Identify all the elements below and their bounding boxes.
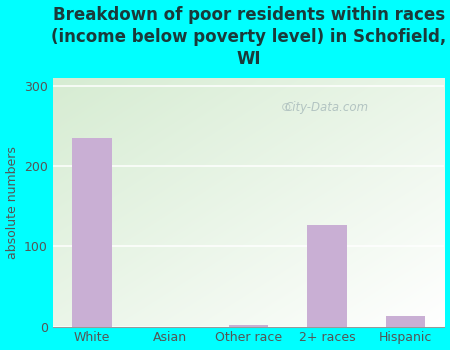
Title: Breakdown of poor residents within races
(income below poverty level) in Schofie: Breakdown of poor residents within races… [51,6,446,68]
Bar [229,325,268,327]
Text: City-Data.com: City-Data.com [285,101,369,114]
Bar [386,316,425,327]
Bar [307,225,346,327]
Text: ⊙: ⊙ [281,101,291,114]
Bar [72,138,112,327]
Y-axis label: absolute numbers: absolute numbers [5,146,18,259]
